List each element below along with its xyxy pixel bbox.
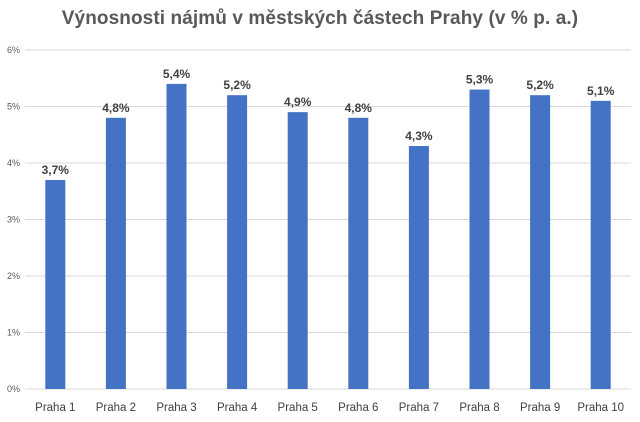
data-label: 4,3% [405,129,433,143]
x-tick-label: Praha 2 [96,402,136,414]
bar-1 [45,179,66,389]
y-tick-label: 0% [7,384,20,394]
y-tick-label: 1% [7,328,20,338]
x-tick-label: Praha 1 [35,402,75,414]
bar-7 [408,146,429,389]
y-tick-label: 4% [7,158,20,168]
data-label: 5,4% [163,67,191,81]
bar-4 [227,95,248,389]
data-label: 3,7% [42,163,70,177]
y-tick-label: 6% [7,45,20,55]
chart-title: Výnosnosti nájmů v městských částech Pra… [61,8,579,29]
data-label: 5,3% [466,73,494,87]
x-tick-label: Praha 6 [338,402,378,414]
data-label: 4,8% [345,101,373,115]
x-tick-label: Praha 9 [520,402,560,414]
bar-10 [590,100,611,389]
bar-6 [348,117,369,390]
data-label: 5,2% [526,78,554,92]
bar-9 [530,95,551,389]
bar-5 [287,112,308,390]
x-tick-label: Praha 7 [399,402,439,414]
x-tick-label: Praha 4 [217,402,258,414]
data-label: 5,2% [223,78,251,92]
y-tick-label: 3% [7,215,20,225]
data-label: 4,8% [102,101,130,115]
y-tick-label: 5% [7,102,20,112]
bar-3 [166,83,187,390]
bar-8 [469,89,490,390]
x-tick-label: Praha 8 [459,402,499,414]
data-label: 5,1% [587,84,615,98]
y-tick-label: 2% [7,271,20,281]
x-tick-label: Praha 5 [278,402,318,414]
x-tick-label: Praha 10 [577,402,624,414]
x-tick-label: Praha 3 [156,402,196,414]
bar-2 [105,117,126,390]
data-label: 4,9% [284,95,312,109]
